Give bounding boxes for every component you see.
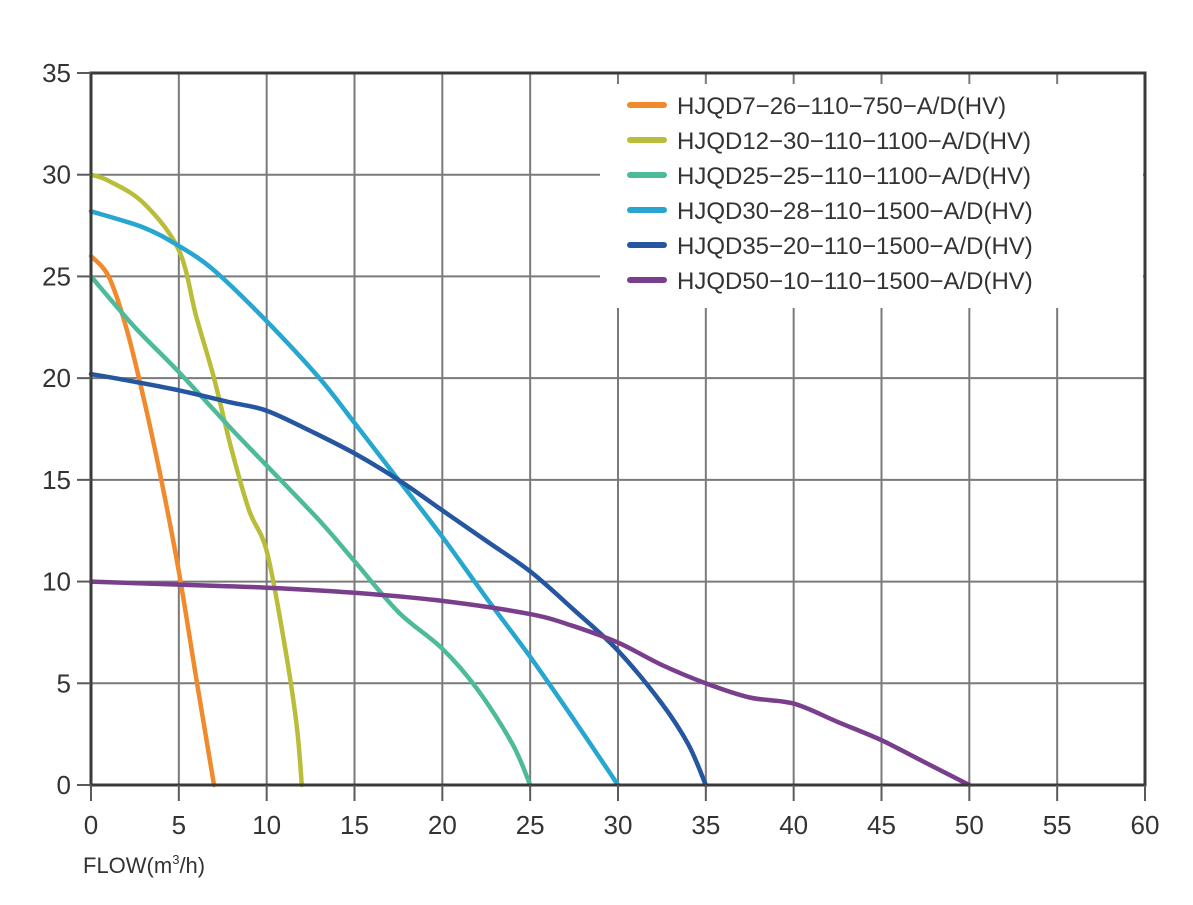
x-axis-title-main: FLOW(m [83,853,173,878]
x-axis-title-tail: /h) [179,853,206,878]
axes [77,71,1147,801]
y-tick-label: 20 [42,363,71,393]
x-tick-label: 25 [516,810,545,840]
y-tick-label: 15 [42,465,71,495]
series-line-5 [88,371,709,788]
series-lines [88,172,972,788]
x-tick-label: 50 [955,810,984,840]
y-tick-label: 25 [42,261,71,291]
x-tick-label: 30 [604,810,633,840]
x-tick-label: 40 [779,810,808,840]
x-tick-label: 5 [172,810,186,840]
legend-label-1: HJQD7−26−110−750−A/D(HV) [677,93,1006,120]
legend-label-2: HJQD12−30−110−1100−A/D(HV) [677,128,1031,155]
y-tick-label: 0 [57,770,71,800]
series-line-3 [88,274,533,788]
y-tick-labels: 0 5 10 15 20 25 30 35 [42,58,71,800]
x-axis-title: FLOW(m3/h) [83,852,205,879]
x-tick-label: 55 [1043,810,1072,840]
y-tick-label: 35 [42,58,71,88]
legend: HJQD7−26−110−750−A/D(HV) HJQD12−30−110−11… [600,84,1143,308]
x-tick-label: 60 [1131,810,1160,840]
y-tick-label: 30 [42,160,71,190]
x-tick-label: 0 [84,810,98,840]
y-tick-label: 5 [57,668,71,698]
legend-label-6: HJQD50−10−110−1500−A/D(HV) [677,268,1033,295]
legend-background [600,84,1143,308]
y-tick-label: 10 [42,567,71,597]
x-tick-labels: 0 5 10 15 20 25 30 35 40 45 50 55 60 [84,810,1160,840]
x-tick-label: 45 [867,810,896,840]
series-line-4 [88,209,621,788]
x-tick-label: 35 [691,810,720,840]
legend-label-5: HJQD35−20−110−1500−A/D(HV) [677,233,1033,260]
series-line-1 [88,253,217,788]
x-tick-label: 20 [428,810,457,840]
x-tick-label: 10 [252,810,281,840]
legend-label-4: HJQD30−28−110−1500−A/D(HV) [677,198,1033,225]
x-axis-title-superscript: 3 [172,852,180,867]
series-line-6 [88,579,972,788]
x-tick-label: 15 [340,810,369,840]
legend-label-3: HJQD25−25−110−1100−A/D(HV) [677,163,1031,190]
